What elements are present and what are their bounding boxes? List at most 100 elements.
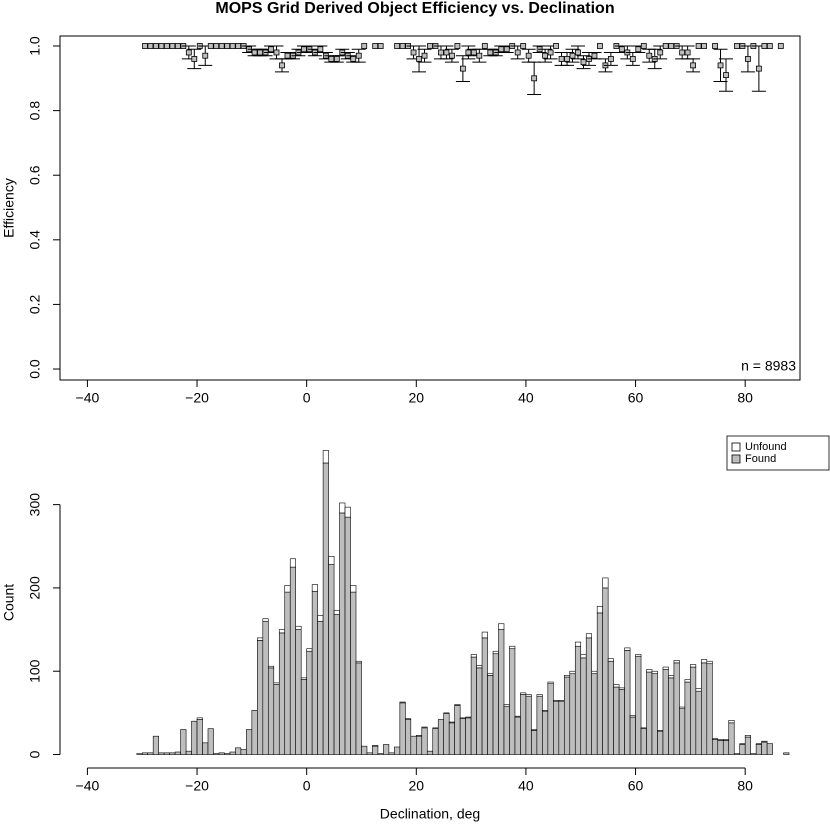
bar	[492, 653, 499, 755]
bar	[695, 690, 702, 755]
bar	[295, 625, 302, 630]
x-tick-label: 80	[737, 778, 753, 794]
bar	[668, 677, 675, 755]
bar	[607, 658, 614, 662]
point	[553, 43, 559, 49]
bar	[701, 662, 708, 755]
bar	[328, 564, 335, 755]
bar	[646, 671, 653, 755]
x-tick-label: 60	[628, 390, 644, 406]
bar	[405, 719, 412, 755]
bar	[629, 715, 636, 718]
point	[580, 59, 587, 66]
point	[279, 62, 285, 69]
bar	[613, 684, 620, 688]
bar	[563, 675, 571, 678]
legend-label: Found	[745, 453, 776, 465]
bar	[202, 742, 209, 755]
bar	[657, 730, 664, 755]
point	[273, 49, 280, 56]
y-tick-label: 0.4	[27, 230, 43, 250]
bar	[673, 662, 680, 755]
bar	[284, 591, 291, 755]
bar	[580, 654, 587, 659]
bar	[262, 620, 269, 755]
point	[427, 43, 433, 49]
bar	[755, 744, 762, 755]
bar	[459, 718, 466, 755]
bar	[443, 712, 450, 714]
point	[229, 43, 236, 49]
point	[679, 49, 686, 56]
point	[503, 46, 510, 53]
point	[224, 43, 231, 49]
bar	[651, 670, 658, 675]
bar	[618, 689, 625, 755]
bar	[350, 585, 357, 593]
bar	[574, 645, 582, 755]
point	[191, 56, 198, 62]
bar	[503, 704, 510, 707]
bar	[366, 752, 373, 755]
point	[591, 52, 598, 59]
bar	[278, 632, 286, 755]
bar	[333, 614, 340, 755]
bar	[766, 743, 773, 755]
bar	[136, 753, 143, 755]
point	[777, 43, 784, 49]
point	[213, 43, 220, 49]
bar	[426, 750, 434, 755]
point	[361, 43, 368, 49]
bar	[235, 747, 242, 755]
bar	[284, 585, 291, 593]
point	[449, 52, 455, 59]
point	[761, 43, 768, 49]
bar	[585, 633, 593, 639]
bar	[591, 673, 598, 755]
bar	[476, 665, 483, 669]
point	[153, 43, 159, 49]
point	[317, 46, 324, 53]
point	[438, 49, 444, 56]
x-tick-label: −40	[76, 778, 100, 794]
chart-title: MOPS Grid Derived Object Efficiency vs. …	[215, 0, 614, 17]
bar	[372, 745, 379, 755]
point	[169, 43, 176, 49]
bar	[141, 752, 149, 755]
bar	[662, 669, 669, 755]
point	[734, 43, 740, 49]
bar	[421, 727, 428, 755]
bar	[492, 650, 499, 655]
bar	[251, 710, 258, 755]
bar	[733, 753, 741, 755]
bar	[289, 566, 297, 755]
bar	[547, 683, 554, 755]
point	[635, 46, 642, 53]
point	[646, 52, 653, 59]
point	[695, 43, 702, 49]
bar	[711, 739, 719, 755]
bar	[399, 701, 406, 704]
bar	[273, 684, 280, 755]
bar	[344, 506, 351, 518]
bar	[185, 750, 192, 755]
bar	[701, 659, 708, 664]
bar	[322, 462, 329, 755]
bar	[317, 620, 324, 755]
bar	[673, 660, 680, 664]
bar	[300, 677, 307, 680]
point	[470, 49, 477, 56]
bar	[602, 577, 609, 589]
bar	[717, 739, 724, 741]
bar	[421, 726, 428, 729]
bar	[328, 555, 335, 565]
y-tick-label: 0	[27, 750, 43, 758]
point	[174, 43, 181, 49]
bar	[739, 744, 746, 755]
bar	[728, 720, 735, 724]
point	[498, 46, 505, 53]
y-tick-label: 0.2	[27, 294, 43, 314]
x-tick-label: 40	[518, 778, 534, 794]
bar	[536, 695, 543, 755]
bar	[679, 706, 686, 709]
